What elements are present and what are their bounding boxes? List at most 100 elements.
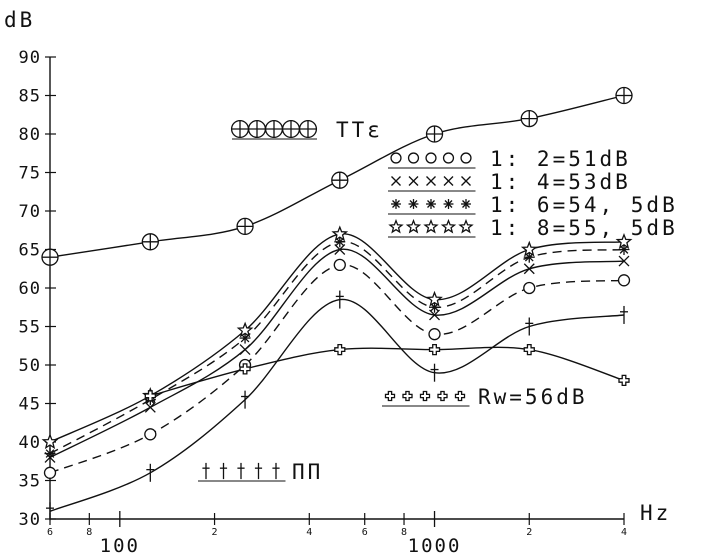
- legend-entry: ⊕⊕⊕⊕⊕ TTε: [230, 118, 383, 142]
- y-tick-label: 65: [19, 241, 41, 261]
- legend-symbol: ×××××: [388, 168, 466, 192]
- legend-label: 1: 6=54, 5dB: [490, 193, 678, 217]
- y-tick-label: 70: [19, 202, 41, 222]
- dagger-marker: [254, 462, 263, 480]
- cross-marker: [144, 390, 156, 402]
- legend-entry: ××××× 1: 4=53dB: [388, 168, 631, 194]
- y-tick-label: 50: [19, 356, 41, 376]
- x-minor-tick-label: 8: [401, 527, 407, 538]
- cross-marker: [437, 390, 448, 402]
- y-tick-label: 30: [19, 510, 41, 530]
- circle-marker: [442, 152, 455, 164]
- x-marker: [239, 344, 251, 356]
- dagger-marker: [146, 463, 155, 482]
- x-marker: [618, 255, 630, 267]
- cross-marker: [239, 363, 251, 375]
- star-outline-marker: [615, 233, 633, 249]
- cross-marker: [618, 374, 630, 387]
- dagger-marker: [620, 305, 628, 324]
- legend-symbol: ☆☆☆☆☆: [388, 214, 466, 238]
- cross-marker: [419, 390, 431, 402]
- legend-symbol: +++++: [382, 383, 460, 407]
- legend-entry: ☆☆☆☆☆ 1: 8=55, 5dB: [388, 214, 678, 240]
- y-tick-label: 75: [19, 164, 41, 184]
- legend-entry: +++++ Rw=56dB: [382, 383, 588, 409]
- x-minor-tick-label: 4: [306, 527, 312, 538]
- cross-marker: [454, 390, 466, 402]
- dagger-marker: [525, 317, 534, 336]
- dagger-marker: [237, 462, 245, 480]
- circle-plus-marker: [298, 119, 318, 139]
- cross-marker: [402, 390, 413, 402]
- star-outline-marker: [41, 433, 59, 450]
- y-tick-label: 80: [19, 125, 41, 145]
- legend-symbol: *****: [388, 191, 466, 215]
- y-tick-label: 35: [19, 472, 41, 492]
- y-tick-label: 40: [19, 433, 41, 453]
- legend-label: 1: 4=53dB: [490, 170, 631, 194]
- legend-entry: ***** 1: 6=54, 5dB: [388, 191, 678, 217]
- circle-marker: [523, 281, 536, 295]
- y-axis-label: dB: [4, 8, 35, 32]
- circle-marker: [407, 152, 420, 164]
- x-marker: [426, 176, 436, 186]
- star-outline-marker: [426, 290, 443, 307]
- star-outline-marker: [423, 218, 439, 234]
- legend-label: 1: 2=51dB: [490, 147, 631, 171]
- x-minor-tick-label: 6: [47, 527, 53, 538]
- star-marker: [426, 199, 436, 209]
- legend-label: 1: 8=55, 5dB: [490, 216, 678, 240]
- dagger-marker: [46, 502, 54, 521]
- circle-marker: [43, 466, 57, 479]
- dagger-marker: [219, 462, 228, 480]
- x-major-tick-label: 100: [100, 535, 140, 556]
- cross-marker: [523, 343, 535, 356]
- x-marker: [391, 176, 401, 186]
- x-marker: [408, 176, 419, 186]
- series-line: [150, 346, 625, 397]
- circle-marker: [428, 328, 441, 341]
- y-tick-label: 60: [19, 279, 41, 299]
- x-major-tick-label: 1000: [408, 535, 462, 556]
- dagger-marker: [202, 462, 210, 480]
- star-marker: [391, 199, 401, 209]
- x-axis-label: Hz: [640, 501, 671, 525]
- circle-plus-marker: [331, 171, 349, 189]
- circle-plus-marker: [236, 217, 254, 236]
- x-marker: [461, 176, 471, 186]
- x-marker: [443, 176, 454, 186]
- star-marker: [408, 199, 419, 209]
- star-outline-marker: [440, 218, 457, 234]
- x-marker: [429, 309, 440, 321]
- star-marker: [461, 199, 471, 209]
- x-marker: [523, 263, 535, 275]
- circle-marker: [425, 152, 437, 164]
- legend-label: TTε: [336, 118, 383, 142]
- star-outline-marker: [520, 240, 538, 257]
- y-tick-label: 85: [19, 87, 41, 107]
- x-minor-tick-label: 4: [621, 527, 627, 538]
- star-outline-marker: [388, 218, 404, 234]
- dagger-marker: [241, 390, 250, 409]
- axes: 30 35 40 45 50 55 60 65 70 75 80 85 90 6 8 2 4 6 8 2 4 100 100…: [4, 8, 671, 556]
- y-tick-label: 90: [19, 48, 41, 68]
- y-tick-label: 45: [19, 395, 41, 415]
- legend-label: Rw=56dB: [478, 385, 588, 409]
- circle-plus-marker: [520, 109, 538, 128]
- dagger-marker: [272, 462, 280, 480]
- star-outline-marker: [458, 218, 474, 234]
- markers: [41, 86, 633, 521]
- circle-marker: [390, 152, 402, 164]
- star-outline-marker: [236, 321, 254, 338]
- circle-plus-marker: [425, 125, 444, 143]
- legend-entry: ○○○○○ 1: 2=51dB: [388, 147, 631, 171]
- legends: ⊕⊕⊕⊕⊕ TTε○○○○○ 1: 2=51dB××××× 1: 4=53dB****…: [198, 118, 678, 484]
- star-outline-marker: [331, 225, 349, 242]
- circle-marker: [144, 428, 157, 441]
- series-line: [49, 248, 625, 459]
- x-minor-tick-label: 6: [362, 527, 368, 538]
- legend-symbol: †††††: [198, 458, 276, 482]
- star-outline-marker: [405, 218, 422, 234]
- x-minor-tick-label: 2: [526, 527, 532, 538]
